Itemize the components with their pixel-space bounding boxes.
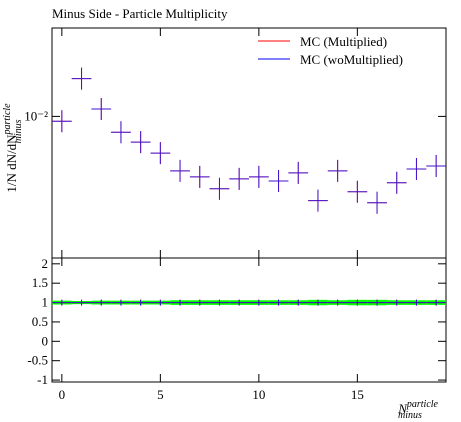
data-point: [308, 189, 328, 212]
ratio-frame: [51, 257, 447, 383]
legend-label: MC (woMultiplied): [300, 52, 403, 67]
y-axis-label: 1/N dN/dNparticleminus: [2, 103, 24, 193]
data-point: [347, 180, 368, 203]
data-point: [130, 299, 151, 306]
x-tick-label: 10: [252, 387, 265, 402]
x-tick-label: 15: [351, 387, 364, 402]
data-point: [111, 121, 131, 144]
data-point: [268, 169, 289, 192]
data-point: [52, 110, 72, 133]
data-point: [189, 165, 210, 188]
chart-title: Minus Side - Particle Multiplicity: [52, 6, 228, 21]
y-tick-label: -0.5: [27, 353, 48, 368]
x-tick-label: 0: [59, 387, 66, 402]
data-point: [170, 299, 190, 306]
data-point: [367, 191, 387, 214]
data-point: [229, 167, 249, 190]
data-point: [406, 299, 427, 306]
y-tick-label: 1: [42, 295, 49, 310]
data-point: [288, 299, 309, 306]
y-label-sup: particle: [2, 103, 13, 136]
data-point: [268, 299, 289, 306]
data-point: [170, 159, 190, 182]
data-point: [189, 299, 210, 306]
x-label-sup: particle: [406, 399, 439, 410]
data-point: [347, 299, 368, 306]
data-point: [426, 299, 446, 306]
y-tick-label: 10⁻²: [24, 108, 48, 123]
y-tick-label: 1.5: [32, 275, 48, 290]
data-point: [150, 299, 171, 306]
data-point: [426, 155, 446, 178]
x-tick-label: 5: [157, 387, 164, 402]
data-point: [308, 299, 328, 306]
data-point: [249, 299, 269, 306]
data-point: [367, 299, 387, 306]
data-point: [91, 98, 112, 121]
data-point: [91, 299, 112, 306]
y-tick-label: 0.5: [32, 314, 48, 329]
y-tick-label: 2: [42, 256, 49, 271]
data-point: [249, 165, 269, 188]
x-label-sub: minus: [398, 410, 422, 421]
data-point: [386, 299, 407, 306]
data-point: [327, 299, 348, 306]
data-point: [111, 299, 131, 306]
data-point: [71, 299, 92, 306]
data-point: [327, 159, 348, 182]
data-point: [229, 299, 249, 306]
data-point: [52, 299, 72, 306]
y-label-main: 1/N dN/dN: [4, 134, 19, 193]
data-point: [209, 177, 230, 200]
data-point: [209, 299, 230, 306]
y-tick-label: 0: [42, 333, 49, 348]
data-point: [288, 161, 309, 184]
y-label-sub: minus: [13, 119, 24, 143]
x-label-main: N: [397, 401, 408, 416]
data-point: [386, 171, 407, 194]
y-tick-label: -1: [37, 372, 48, 387]
x-axis-label: Nparticle minus: [397, 399, 438, 421]
data-point: [71, 67, 92, 90]
legend-label: MC (Multiplied): [300, 34, 387, 49]
data-point: [406, 157, 427, 180]
data-point: [130, 131, 151, 154]
data-point: [150, 142, 171, 165]
